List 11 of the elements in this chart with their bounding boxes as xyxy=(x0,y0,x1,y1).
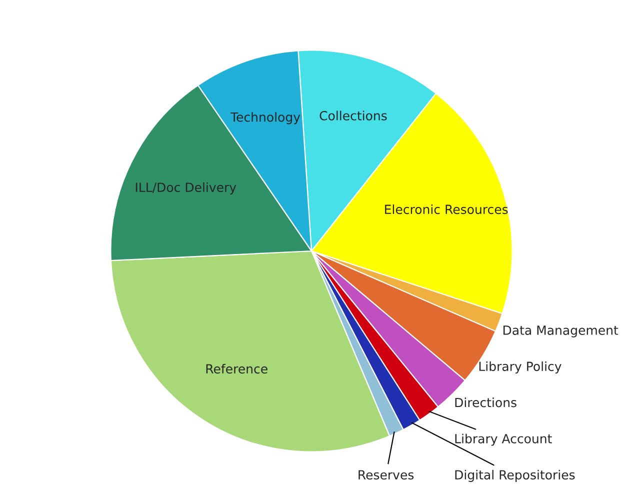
slice-label: Digital Repositories xyxy=(455,470,575,482)
slice-label: Reserves xyxy=(358,470,414,480)
slice-label: Technology xyxy=(230,112,300,124)
slice-label: Elecronic Resources xyxy=(385,204,508,214)
slice-label: Data Management xyxy=(503,326,618,338)
slice-label: Collections xyxy=(320,110,387,120)
slice-label: Library Policy xyxy=(479,361,562,374)
slice-label: Library Account xyxy=(455,434,552,446)
slice-label: ILL/Doc Delivery xyxy=(136,182,236,194)
slice-label: Directions xyxy=(455,398,516,408)
slice-label: Reference xyxy=(206,364,268,374)
